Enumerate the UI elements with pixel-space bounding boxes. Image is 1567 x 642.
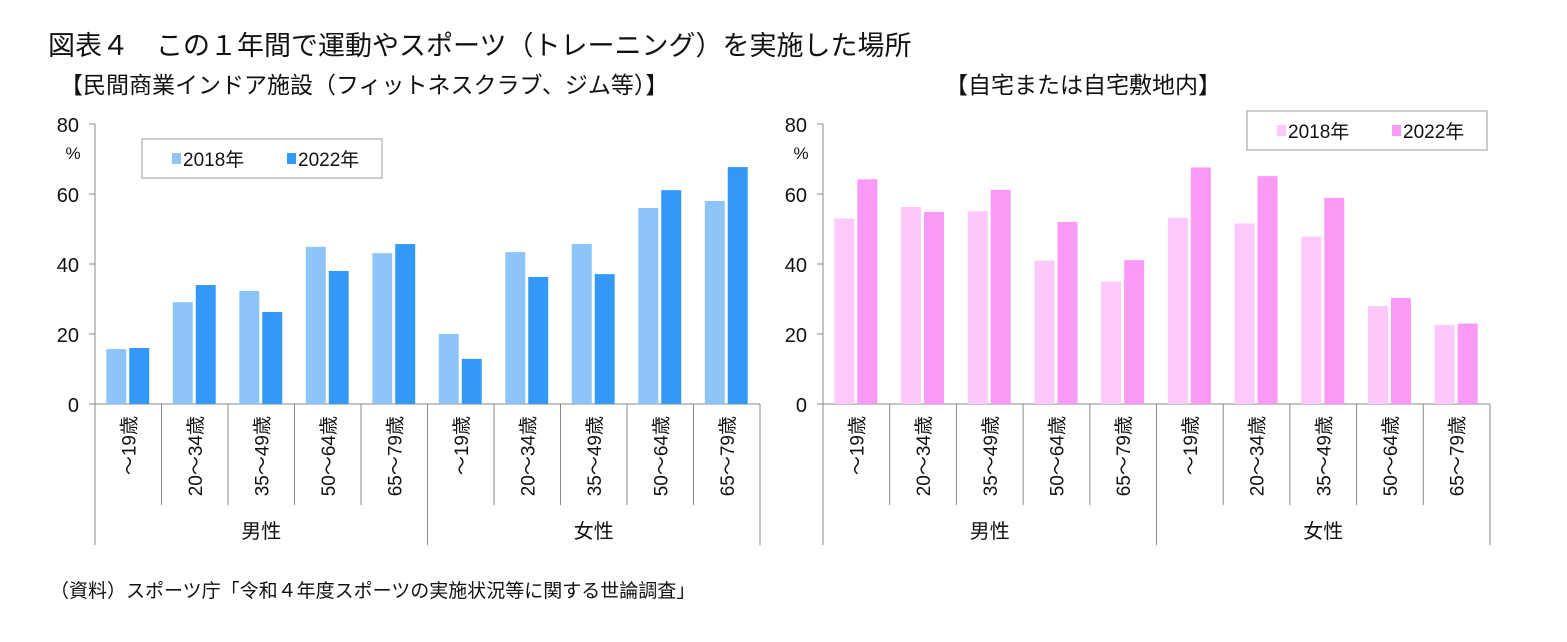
category-label: 50～64歳 xyxy=(650,416,672,496)
bar-2018年 xyxy=(1367,306,1388,404)
category-label: 20～34歳 xyxy=(517,416,539,496)
category-label: 20～34歳 xyxy=(185,416,207,496)
legend-box xyxy=(1246,110,1488,151)
source-note: （資料）スポーツ庁「令和４年度スポーツの実施状況等に関する世論調査」 xyxy=(50,580,696,602)
y-tick-label: 60 xyxy=(57,185,79,207)
category-label: ～19歳 xyxy=(118,416,140,475)
bar-2018年 xyxy=(1434,324,1455,404)
bar-2022年 xyxy=(1190,167,1211,404)
bar-2018年 xyxy=(834,218,855,404)
bar-2022年 xyxy=(1057,222,1078,404)
bar-2018年 xyxy=(704,201,725,404)
category-label: ～19歳 xyxy=(846,416,868,475)
y-tick-label: 40 xyxy=(57,255,79,277)
bar-2022年 xyxy=(1257,176,1278,404)
bar-2022年 xyxy=(461,358,482,404)
bar-2018年 xyxy=(505,252,526,404)
bar-2022年 xyxy=(528,276,549,404)
bar-2022年 xyxy=(328,271,349,404)
group-label: 男性 xyxy=(970,520,1010,543)
bar-2022年 xyxy=(262,311,283,404)
y-unit-label: % xyxy=(65,144,80,163)
bar-2018年 xyxy=(901,206,922,404)
bar-2022年 xyxy=(661,190,682,404)
y-unit-label: % xyxy=(793,144,808,163)
category-label: 20～34歳 xyxy=(913,416,935,496)
bar-2018年 xyxy=(172,302,193,404)
group-label: 女性 xyxy=(574,520,614,543)
category-label: 65～79歳 xyxy=(384,416,406,496)
bar-2018年 xyxy=(1101,281,1122,404)
y-tick-label: 80 xyxy=(785,115,807,137)
bar-2022年 xyxy=(195,285,216,404)
category-label: 35～49歳 xyxy=(1313,416,1335,496)
category-label: ～19歳 xyxy=(451,416,473,475)
group-label: 男性 xyxy=(241,520,281,543)
chart-title-right: 【自宅または自宅敷地内】 xyxy=(945,73,1221,99)
bar-2022年 xyxy=(594,274,615,404)
bar-2018年 xyxy=(305,246,326,404)
bar-2018年 xyxy=(1234,223,1255,404)
bar-2018年 xyxy=(638,208,659,404)
bar-2018年 xyxy=(372,253,393,404)
bar-2018年 xyxy=(1034,260,1055,404)
legend-swatch xyxy=(172,153,181,164)
legend-label: 2022年 xyxy=(1403,121,1464,143)
bar-2022年 xyxy=(1324,197,1345,404)
legend-swatch xyxy=(1392,125,1401,136)
bar-2018年 xyxy=(1301,236,1322,404)
bar-2018年 xyxy=(239,290,260,404)
group-label: 女性 xyxy=(1303,520,1343,543)
bar-2022年 xyxy=(924,211,945,404)
category-label: 50～64歳 xyxy=(318,416,340,496)
bar-2022年 xyxy=(395,244,416,404)
bar-2018年 xyxy=(106,349,127,404)
bar-2018年 xyxy=(438,334,459,404)
bar-2022年 xyxy=(1457,323,1478,404)
category-label: 50～64歳 xyxy=(1046,416,1068,496)
bar-2018年 xyxy=(571,244,592,404)
y-tick-label: 80 xyxy=(57,115,79,137)
bar-2022年 xyxy=(857,179,878,404)
bar-2022年 xyxy=(1124,260,1145,404)
chart-title-left: 【民間商業インドア施設（フィットネスクラブ、ジム等）】 xyxy=(60,73,669,99)
legend-label: 2018年 xyxy=(1288,121,1349,143)
legend-box xyxy=(141,138,383,179)
legend-label: 2018年 xyxy=(183,149,244,171)
y-tick-label: 60 xyxy=(785,185,807,207)
y-tick-label: 40 xyxy=(785,255,807,277)
bar-2018年 xyxy=(967,211,988,404)
y-tick-label: 0 xyxy=(796,395,807,417)
category-label: 50～64歳 xyxy=(1380,416,1402,496)
bar-2022年 xyxy=(1390,297,1411,404)
category-label: 35～49歳 xyxy=(251,416,273,496)
category-label: 65～79歳 xyxy=(1113,416,1135,496)
category-label: ～19歳 xyxy=(1180,416,1202,475)
bar-2022年 xyxy=(129,348,150,404)
figure-title: 図表４ この１年間で運動やスポーツ（トレーニング）を実施した場所 xyxy=(48,31,912,62)
y-tick-label: 20 xyxy=(785,325,807,347)
category-label: 65～79歳 xyxy=(717,416,739,496)
category-label: 35～49歳 xyxy=(584,416,606,496)
category-label: 35～49歳 xyxy=(980,416,1002,496)
y-tick-label: 0 xyxy=(68,395,79,417)
legend-swatch xyxy=(1277,125,1286,136)
bar-2022年 xyxy=(727,167,748,404)
bar-2018年 xyxy=(1167,217,1188,404)
bar-2022年 xyxy=(990,189,1011,404)
legend-label: 2022年 xyxy=(298,149,359,171)
category-label: 20～34歳 xyxy=(1247,416,1269,496)
y-tick-label: 20 xyxy=(57,325,79,347)
category-label: 65～79歳 xyxy=(1447,416,1469,496)
legend-swatch xyxy=(287,153,296,164)
